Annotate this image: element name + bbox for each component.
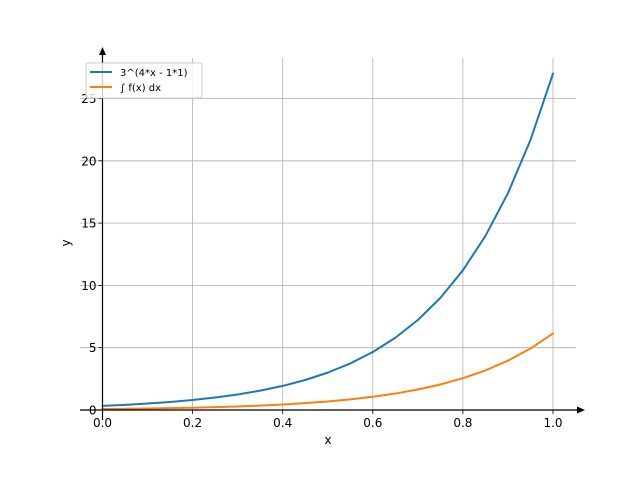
y-tick-label: 0 — [89, 404, 97, 418]
y-tick-label: 20 — [81, 154, 96, 168]
axes — [80, 47, 585, 420]
x-axis-arrow — [577, 406, 585, 414]
legend: 3^(4*x - 1*1) ∫ f(x) dx — [85, 62, 203, 99]
legend-label-series-1: 3^(4*x - 1*1) — [120, 68, 188, 79]
series-line-1 — [101, 72, 554, 407]
legend-box — [85, 62, 203, 99]
y-tick-label: 5 — [89, 341, 97, 355]
series-line-2 — [101, 332, 554, 411]
grid — [80, 58, 576, 410]
x-tick-label: 0.4 — [273, 416, 292, 430]
x-tick-label: 0.8 — [453, 416, 472, 430]
x-tick-label: 0.6 — [363, 416, 382, 430]
y-tick-label: 15 — [81, 217, 96, 231]
x-tick-label: 0.2 — [183, 416, 202, 430]
x-tick-label: 0.0 — [93, 416, 112, 430]
y-axis-label: y — [59, 239, 73, 246]
y-axis-arrow — [99, 47, 106, 55]
x-tick-label: 1.0 — [543, 416, 562, 430]
series-lines — [101, 72, 554, 411]
y-tick-label: 10 — [81, 279, 96, 293]
legend-label-series-2: ∫ f(x) dx — [120, 83, 161, 94]
x-axis-label: x — [324, 433, 331, 447]
